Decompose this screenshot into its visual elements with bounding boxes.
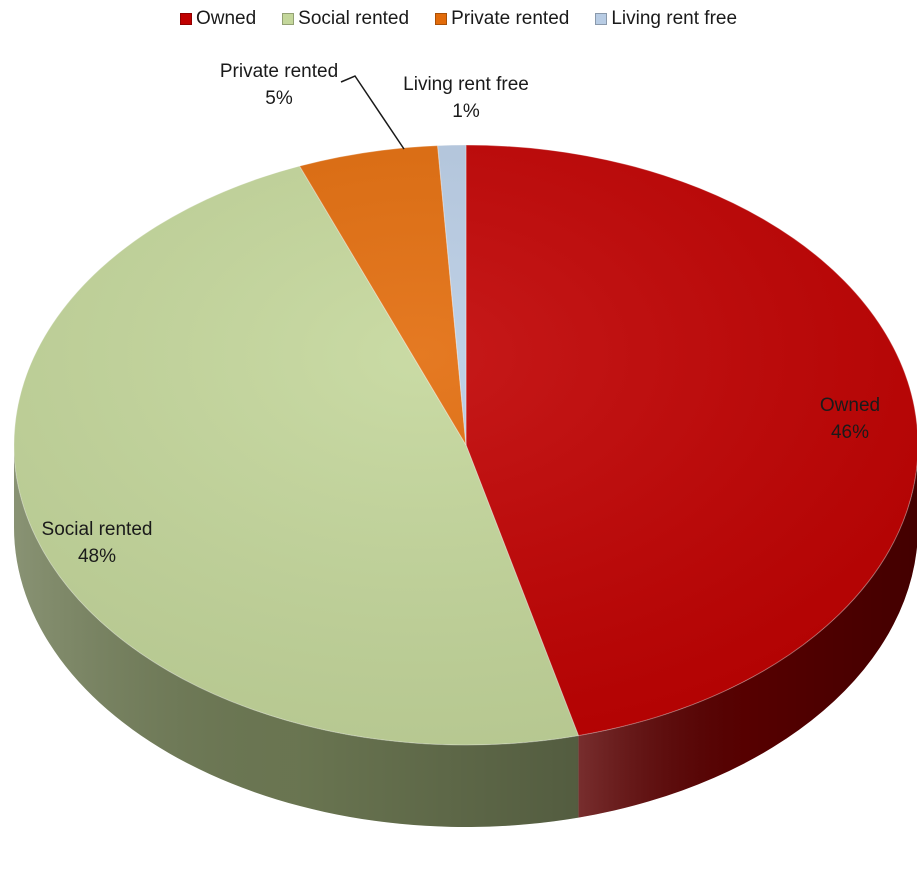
legend-item-social-rented: Social rented [282, 8, 409, 30]
pie-side-shade-owned [578, 464, 917, 818]
legend-swatch-owned [179, 13, 192, 25]
legend-label-social-rented: Social rented [298, 8, 410, 29]
data-label-value-social-rented: 48% [78, 546, 116, 567]
chart-legend: Owned Social rented Private rented Living r… [0, 8, 917, 30]
data-label-value-living-rent-free: 1% [452, 101, 480, 122]
legend-label-owned: Owned [195, 8, 257, 29]
data-label-name-living-rent-free: Living rent free [403, 74, 529, 95]
legend-swatch-living-rent-free [595, 13, 608, 25]
legend-label-private-rented: Private rented [451, 8, 570, 29]
legend-swatch-private-rented [435, 13, 448, 25]
leader-line-private-rented [340, 75, 405, 150]
data-label-value-owned: 46% [831, 422, 869, 443]
data-label-name-owned: Owned [820, 395, 880, 416]
data-label-value-private-rented: 5% [265, 88, 293, 109]
pie-top-sheen [14, 145, 917, 745]
legend-label-living-rent-free: Living rent free [611, 8, 738, 29]
legend-item-living-rent-free: Living rent free [595, 8, 737, 30]
legend-swatch-social-rented [282, 13, 295, 25]
data-label-name-social-rented: Social rented [42, 519, 153, 540]
pie-side-shade-social-rented [14, 445, 579, 827]
data-label-name-private-rented: Private rented [220, 61, 338, 82]
legend-item-private-rented: Private rented [435, 8, 569, 30]
legend-item-owned: Owned [179, 8, 257, 30]
